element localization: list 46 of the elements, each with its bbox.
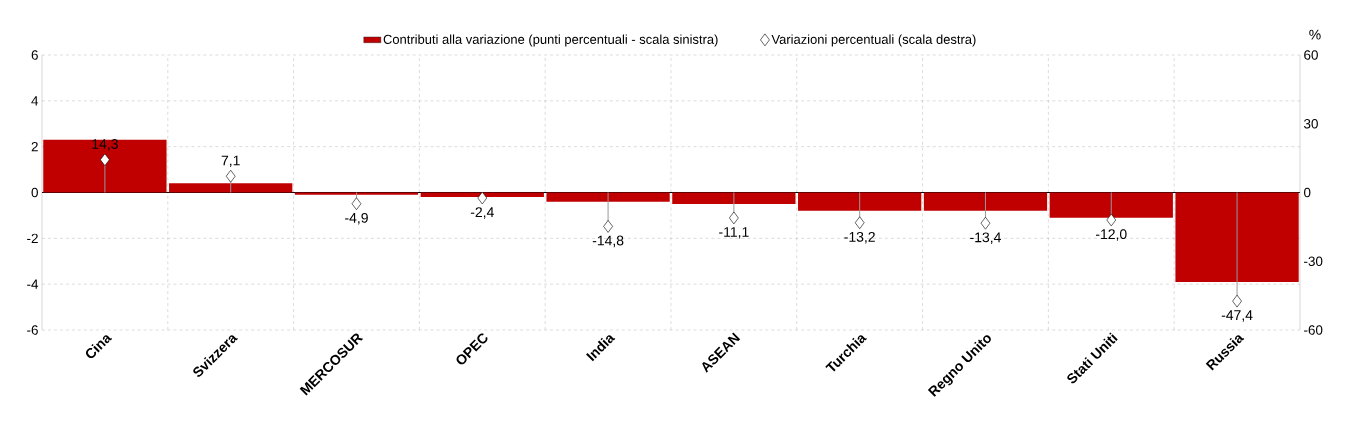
data-label: -13,2 — [844, 231, 875, 244]
y2-tick-label: 30 — [1304, 118, 1318, 129]
point — [1232, 294, 1242, 308]
legend-label: Variazioni percentuali (scala destra) — [771, 34, 976, 47]
bar — [294, 192, 419, 195]
y2-tick-label: 60 — [1304, 50, 1318, 60]
data-label: -47,4 — [1221, 310, 1253, 322]
bar — [169, 183, 293, 193]
data-label: -11,1 — [719, 227, 749, 239]
point — [729, 211, 739, 225]
point — [1106, 213, 1117, 227]
data-label: -13,4 — [970, 232, 1001, 244]
bar — [798, 192, 922, 211]
y2-tick-label: -30 — [1304, 256, 1323, 266]
point — [100, 153, 110, 167]
point — [854, 216, 865, 230]
data-label: -2,4 — [470, 207, 494, 219]
bar — [546, 192, 670, 202]
x-tick-label: Cina — [85, 335, 113, 359]
data-label: -14,8 — [592, 235, 624, 248]
data-label: 7,1 — [221, 155, 240, 168]
y2-tick-label: -60 — [1304, 325, 1323, 335]
bar — [420, 192, 544, 198]
bar — [672, 192, 796, 204]
y-tick-label: 2 — [31, 141, 38, 152]
bar — [1175, 192, 1299, 282]
y-tick-label: -2 — [27, 233, 38, 244]
data-label: 14,3 — [92, 138, 118, 151]
point — [980, 216, 991, 230]
y-tick-label: 4 — [31, 96, 39, 106]
y2-tick-label: 0 — [1304, 187, 1311, 198]
data-label: -12,0 — [1096, 229, 1127, 241]
data-label: -4,9 — [345, 212, 368, 225]
y-tick-label: 0 — [31, 187, 38, 198]
y-tick-label: -6 — [27, 325, 38, 335]
legend-label: Contributi alla variazione (punti percentuali - scala sinistra) — [383, 34, 718, 47]
point — [225, 169, 236, 183]
point — [477, 191, 488, 205]
bar — [43, 139, 167, 193]
y2-axis-title: % — [1309, 29, 1321, 40]
bar — [923, 192, 1048, 211]
y-tick-label: 6 — [31, 50, 38, 60]
point — [603, 220, 613, 233]
bar — [1049, 192, 1173, 218]
point — [351, 197, 362, 211]
y-tick-label: -4 — [27, 279, 39, 289]
